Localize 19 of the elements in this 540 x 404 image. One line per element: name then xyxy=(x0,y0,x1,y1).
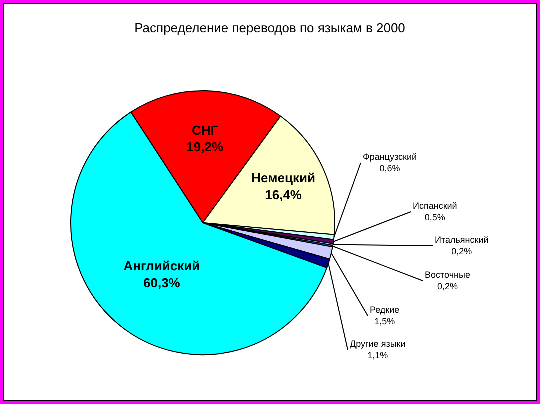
data-label: 0,5% xyxy=(424,212,446,223)
slice-label: Английский xyxy=(124,258,200,274)
slice-label: СНГ xyxy=(192,122,219,138)
slice-label: Редкие xyxy=(370,305,400,315)
data-label: 0,2% xyxy=(452,246,472,257)
data-label: 1,5% xyxy=(374,316,396,327)
data-label: 1,1% xyxy=(368,350,388,361)
slice-label: Восточные xyxy=(425,270,470,280)
data-label: 16,4% xyxy=(265,187,302,202)
data-label: 19,2% xyxy=(186,140,224,155)
slice-label: Испанский xyxy=(413,201,458,211)
slice-label: Французский xyxy=(363,152,417,162)
data-label: 0,2% xyxy=(437,282,458,292)
chart-title: Распределение переводов по языкам в 2000 xyxy=(134,20,406,36)
slice-label: Немецкий xyxy=(252,170,316,186)
slice-label: Другие языки xyxy=(350,339,406,349)
data-label: 60,3% xyxy=(144,276,181,291)
slice-label: Итальянский xyxy=(435,235,489,245)
data-label: 0,6% xyxy=(380,164,400,174)
